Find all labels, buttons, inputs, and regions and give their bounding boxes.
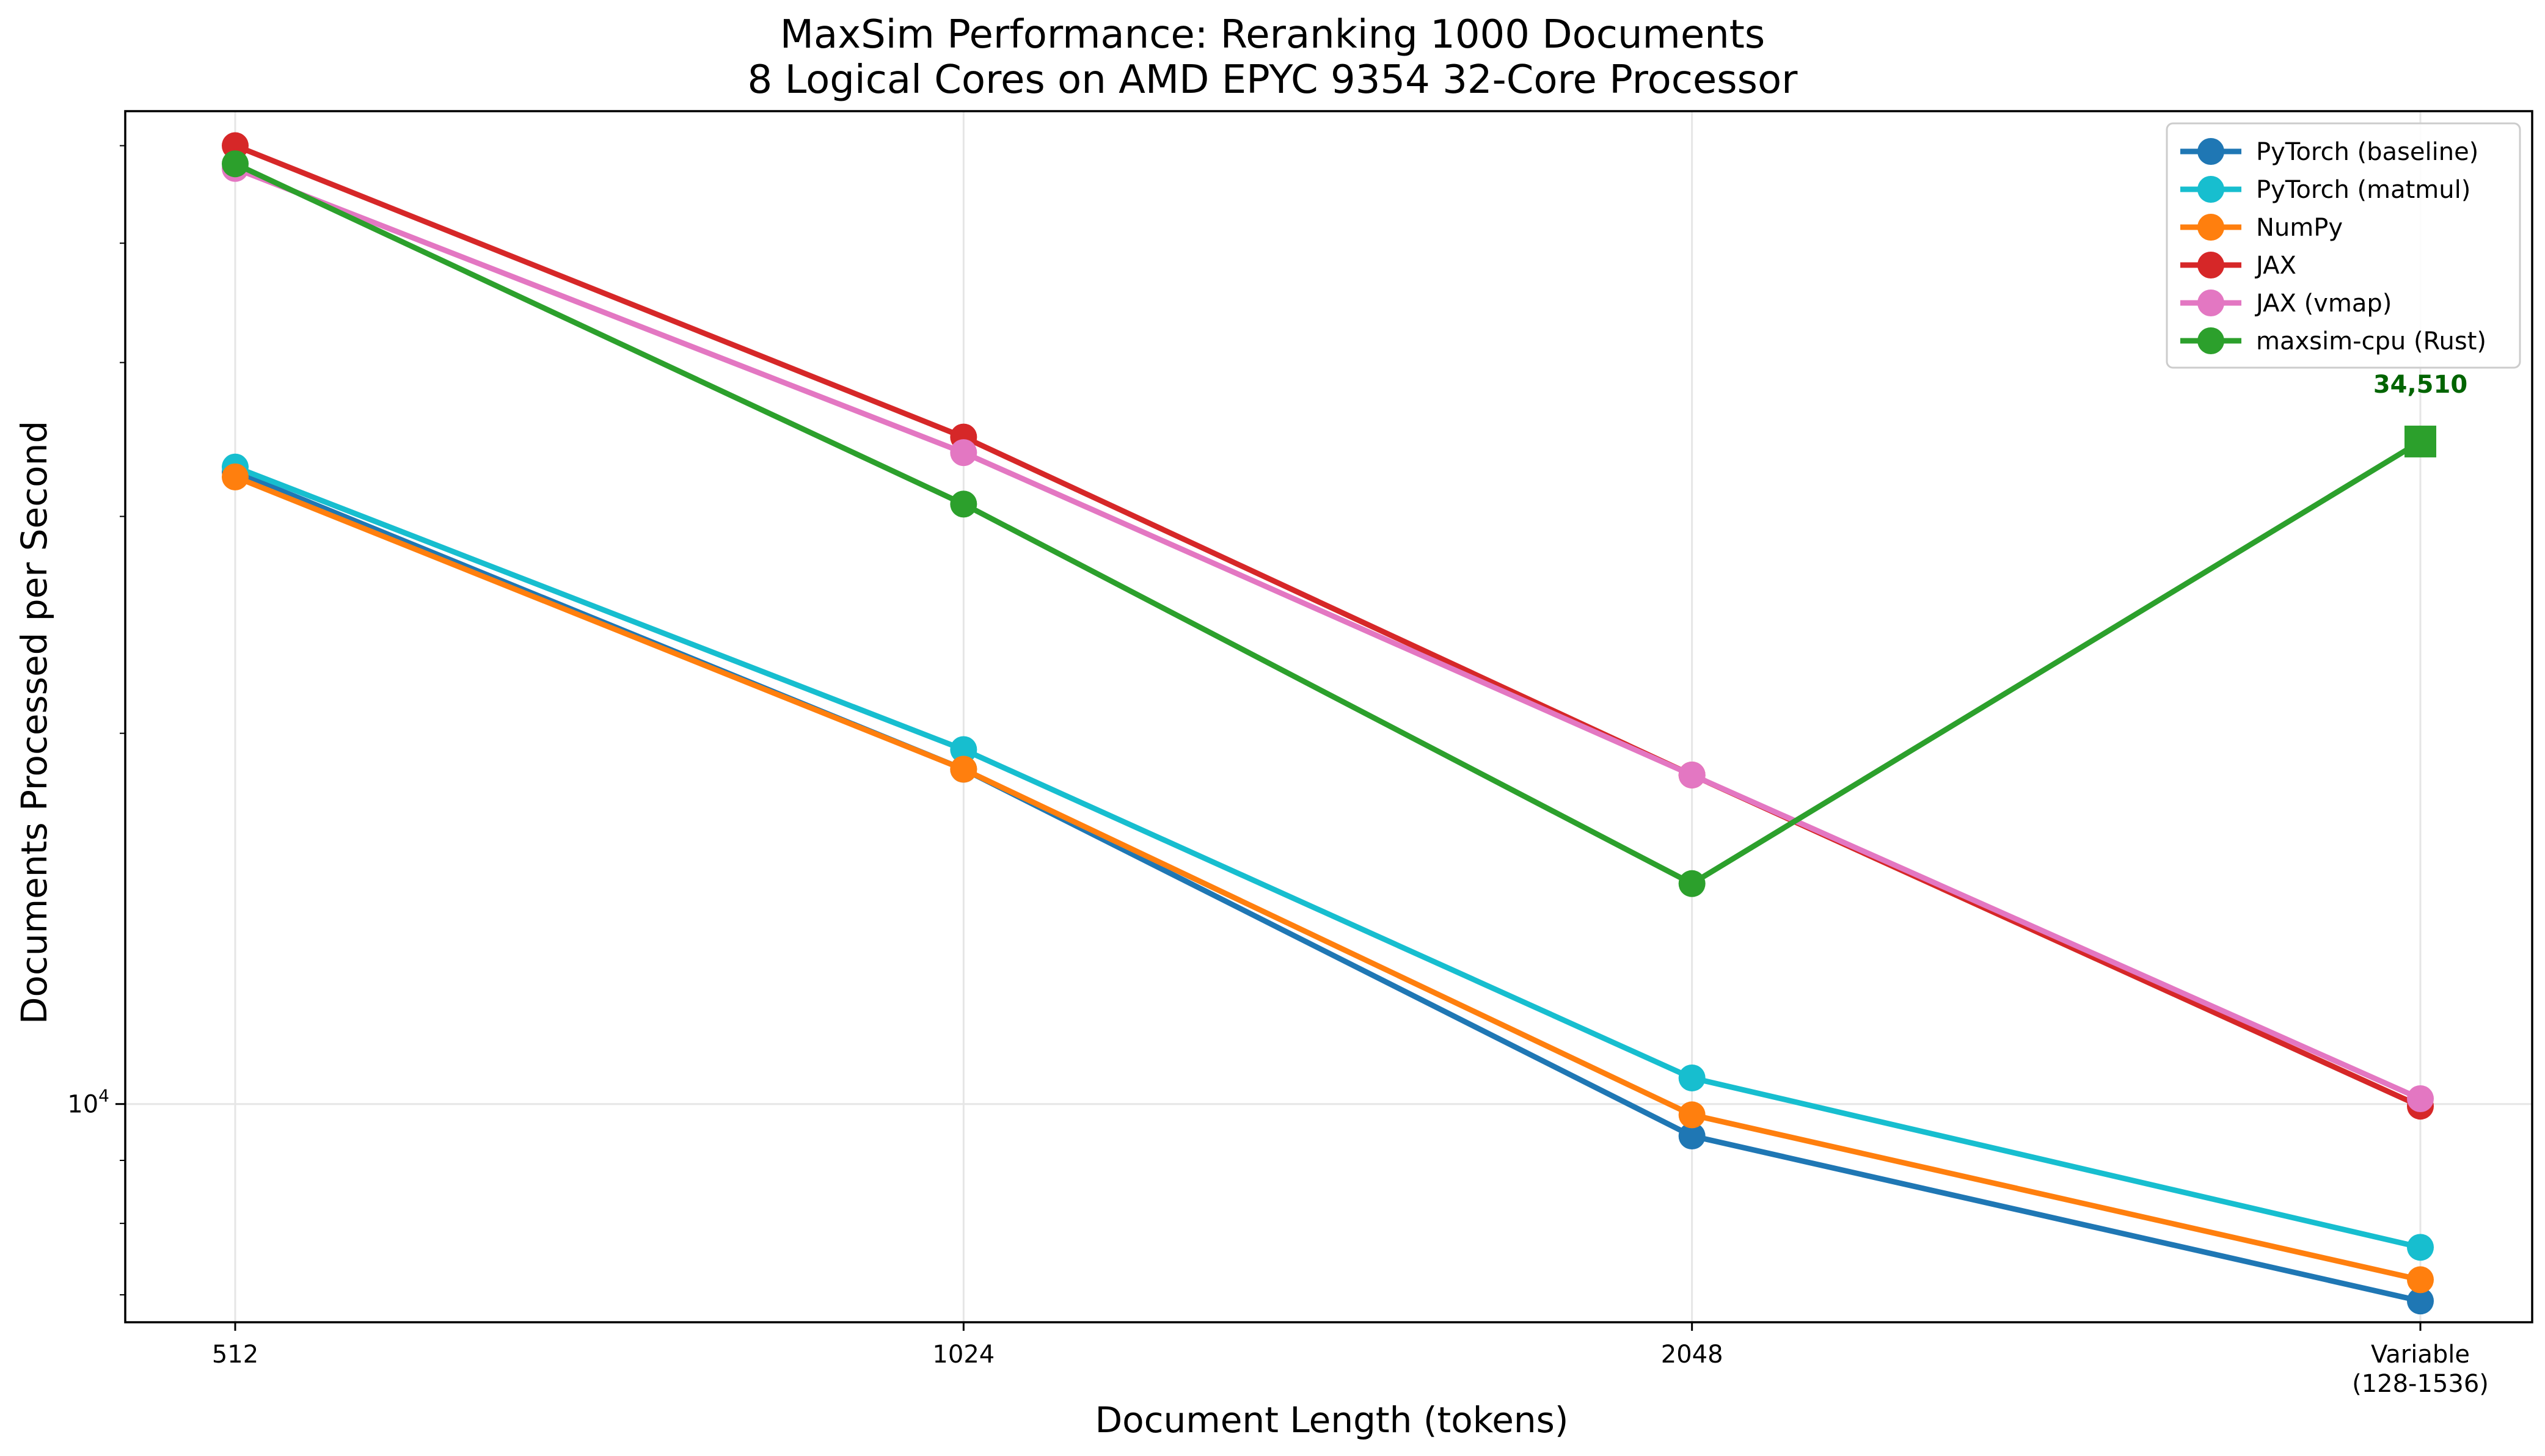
legend-marker bbox=[2197, 176, 2224, 203]
legend-label: JAX bbox=[2254, 252, 2296, 280]
legend-item: PyTorch (baseline) bbox=[2180, 138, 2478, 166]
legend-label: PyTorch (matmul) bbox=[2256, 176, 2470, 204]
legend-label: NumPy bbox=[2256, 214, 2343, 242]
data-point bbox=[1678, 870, 1706, 897]
legend-item: maxsim-cpu (Rust) bbox=[2180, 327, 2486, 355]
legend-box bbox=[2166, 122, 2521, 369]
legend-marker bbox=[2197, 214, 2224, 241]
legend-marker bbox=[2197, 252, 2224, 278]
data-point bbox=[1678, 1064, 1706, 1091]
data-point bbox=[2407, 1266, 2434, 1294]
data-point bbox=[222, 463, 249, 490]
data-point-square bbox=[2404, 425, 2436, 457]
data-point bbox=[950, 736, 977, 763]
legend-item: JAX (vmap) bbox=[2180, 289, 2392, 318]
data-point bbox=[2407, 1085, 2434, 1112]
legend-marker bbox=[2197, 327, 2224, 354]
data-point bbox=[222, 150, 249, 178]
legend-item: JAX bbox=[2180, 252, 2296, 280]
x-axis-label: Document Length (tokens) bbox=[1095, 1399, 1568, 1441]
x-tick-label: Variable (128-1536) bbox=[2352, 1341, 2489, 1398]
legend-label: JAX (vmap) bbox=[2254, 289, 2392, 318]
legend-label: PyTorch (baseline) bbox=[2256, 138, 2478, 166]
data-point bbox=[950, 490, 977, 518]
series-line bbox=[232, 143, 2423, 1109]
series-line bbox=[232, 464, 2423, 1250]
data-point bbox=[1678, 1123, 1706, 1150]
data-label: 34,510 bbox=[2373, 371, 2467, 399]
data-point bbox=[1678, 761, 1706, 788]
chart-subtitle: 8 Logical Cores on AMD EPYC 9354 32-Core… bbox=[748, 57, 1798, 103]
series-5 bbox=[222, 150, 2436, 897]
legend-item: PyTorch (matmul) bbox=[2180, 176, 2470, 204]
legend-item: NumPy bbox=[2180, 214, 2343, 242]
data-point bbox=[2407, 1287, 2434, 1315]
y-axis-label: Documents Processed per Second bbox=[13, 421, 55, 1024]
data-point bbox=[2407, 1234, 2434, 1261]
data-point bbox=[1678, 1101, 1706, 1129]
x-tick-label: 1024 bbox=[932, 1341, 995, 1369]
series-line bbox=[232, 474, 2423, 1283]
series-line bbox=[232, 161, 2423, 887]
data-point bbox=[950, 755, 977, 783]
plot-frame bbox=[124, 110, 2533, 1323]
legend-marker bbox=[2197, 138, 2224, 165]
chart-title: MaxSim Performance: Reranking 1000 Docum… bbox=[780, 12, 1765, 57]
x-tick-label: 512 bbox=[212, 1341, 258, 1369]
series-2 bbox=[222, 463, 2434, 1294]
y-tick-label: 104 bbox=[67, 1086, 109, 1119]
legend-marker bbox=[2197, 289, 2224, 316]
series-line bbox=[232, 166, 2423, 1102]
legend-label: maxsim-cpu (Rust) bbox=[2256, 327, 2486, 355]
x-tick-label: 2048 bbox=[1661, 1341, 1723, 1369]
data-point bbox=[950, 439, 977, 467]
